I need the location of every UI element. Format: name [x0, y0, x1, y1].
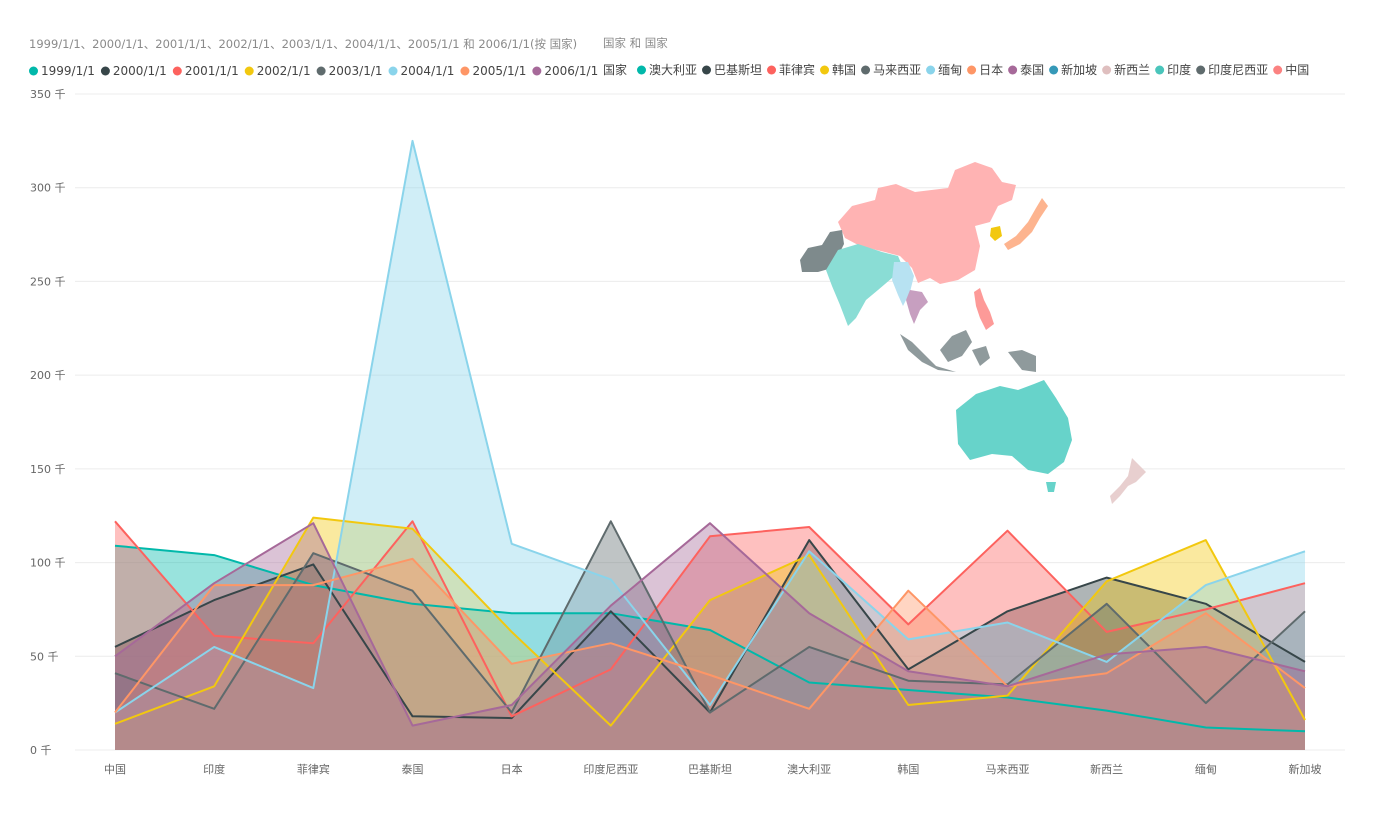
x-tick-label: 新加坡 — [1289, 762, 1322, 776]
legend-marker — [926, 65, 936, 75]
series-line-4 — [114, 520, 1306, 714]
legend-marker — [388, 66, 398, 76]
y-tick-label: 350 千 — [30, 88, 66, 101]
main-legend-title: 1999/1/1、2000/1/1、2001/1/1、2002/1/1、2003… — [29, 37, 577, 51]
x-tick-label: 巴基斯坦 — [688, 762, 732, 776]
x-tick-label: 日本 — [501, 762, 523, 776]
legend-marker — [820, 65, 830, 75]
legend-label: 澳大利亚 — [649, 63, 697, 77]
map-country-china — [838, 162, 1016, 284]
x-tick-label: 韩国 — [897, 762, 919, 776]
map-legend: 澳大利亚 巴基斯坦 菲律宾 韩国 马来西亚 缅甸 日本 泰国 新加坡 新西兰 印度 印度尼西亚 中国 — [637, 62, 1309, 77]
legend-label: 印度尼西亚 — [1208, 62, 1268, 77]
series-area-6 — [115, 558, 1305, 750]
legend-marker — [532, 66, 542, 76]
x-tick-label: 印度 — [203, 762, 225, 776]
series-area-4 — [115, 521, 1305, 750]
map-inset — [800, 162, 1146, 504]
map-country-australia — [956, 380, 1072, 492]
legend-label: 2000/1/1 — [113, 64, 167, 78]
series-area-7 — [115, 523, 1305, 750]
x-tick-label: 中国 — [104, 763, 126, 776]
x-tick-label: 泰国 — [402, 762, 424, 776]
y-tick-label: 100 千 — [30, 557, 66, 570]
y-tick-label: 200 千 — [30, 369, 66, 382]
series-area-0 — [115, 545, 1305, 750]
map-country-korea — [990, 226, 1002, 241]
map-country-indonesia — [900, 334, 1036, 372]
series-line-2 — [114, 520, 1306, 718]
legend-marker — [1008, 65, 1018, 75]
legend-marker — [767, 65, 777, 75]
y-tick-label: 250 千 — [30, 275, 66, 288]
x-axis: 中国 印度 菲律宾 泰国 日本 印度尼西亚 巴基斯坦 澳大利亚 韩国 马来西亚 新西兰 缅甸 新加坡 — [104, 762, 1322, 776]
legend-label: 2001/1/1 — [185, 64, 239, 78]
legend-label: 韩国 — [832, 62, 856, 77]
series-area-5 — [115, 140, 1305, 750]
y-tick-label: 0 千 — [30, 744, 52, 757]
legend-label: 中国 — [1285, 62, 1309, 77]
map-country-india — [826, 244, 904, 326]
map-country-philippines — [974, 288, 994, 330]
legend-label: 2005/1/1 — [472, 64, 526, 78]
legend-label: 新加坡 — [1061, 62, 1097, 77]
legend-marker — [1155, 65, 1165, 75]
legend-marker — [967, 65, 977, 75]
x-tick-label: 马来西亚 — [986, 763, 1030, 776]
legend-marker — [29, 66, 38, 76]
legend-label: 印度 — [1167, 62, 1191, 77]
x-tick-label: 新西兰 — [1090, 762, 1123, 776]
legend-marker — [861, 65, 871, 75]
legend-marker — [702, 65, 712, 75]
y-tick-label: 50 千 — [30, 650, 59, 663]
legend-label: 日本 — [979, 63, 1003, 77]
legend-marker — [1273, 65, 1283, 75]
series-lines — [114, 139, 1306, 733]
map-country-malaysia — [940, 330, 972, 362]
legend-marker — [1049, 65, 1059, 75]
series-area-2 — [115, 521, 1305, 750]
legend-label: 缅甸 — [938, 63, 962, 77]
map-country-newzealand — [1110, 458, 1146, 504]
legend-marker — [100, 66, 110, 76]
y-tick-label: 300 千 — [30, 182, 66, 195]
x-tick-label: 澳大利亚 — [787, 762, 831, 776]
main-legend: 1999/1/1 2000/1/1 2001/1/1 2002/1/1 2003/1/1… — [29, 64, 598, 78]
x-tick-label: 缅甸 — [1195, 762, 1217, 776]
legend-label: 菲律宾 — [779, 62, 815, 77]
series-area-3 — [115, 517, 1305, 750]
y-tick-label: 150 千 — [30, 463, 66, 476]
legend-marker — [460, 66, 470, 76]
legend-label: 2004/1/1 — [401, 64, 455, 78]
legend-marker — [172, 66, 182, 76]
legend-marker — [316, 66, 326, 76]
map-country-japan — [1004, 198, 1048, 250]
x-tick-label: 菲律宾 — [297, 762, 330, 776]
legend-label: 马来西亚 — [873, 63, 921, 77]
y-axis: 0 千 50 千 100 千 150 千 200 千 250 千 300 千 350 千 — [30, 88, 66, 757]
map-legend-label: 国家 — [603, 62, 627, 77]
legend-label: 新西兰 — [1114, 62, 1150, 77]
legend-marker — [1102, 65, 1112, 75]
series-line-5 — [114, 139, 1306, 714]
legend-label: 2006/1/1 — [544, 64, 598, 78]
legend-label: 2003/1/1 — [329, 64, 383, 78]
series-line-7 — [114, 522, 1306, 727]
legend-label: 1999/1/1 — [41, 64, 95, 78]
legend-marker — [244, 66, 254, 76]
x-tick-label: 印度尼西亚 — [583, 762, 638, 776]
map-legend-title: 国家 和 国家 — [603, 36, 668, 50]
series-areas — [115, 140, 1305, 750]
map-country-thailand — [906, 290, 928, 324]
legend-marker — [637, 65, 646, 75]
series-line-6 — [114, 557, 1306, 714]
legend-label: 2002/1/1 — [257, 64, 311, 78]
legend-label: 泰国 — [1020, 63, 1044, 77]
legend-label: 巴基斯坦 — [714, 63, 762, 77]
series-line-3 — [114, 516, 1306, 727]
legend-marker — [1196, 65, 1206, 75]
